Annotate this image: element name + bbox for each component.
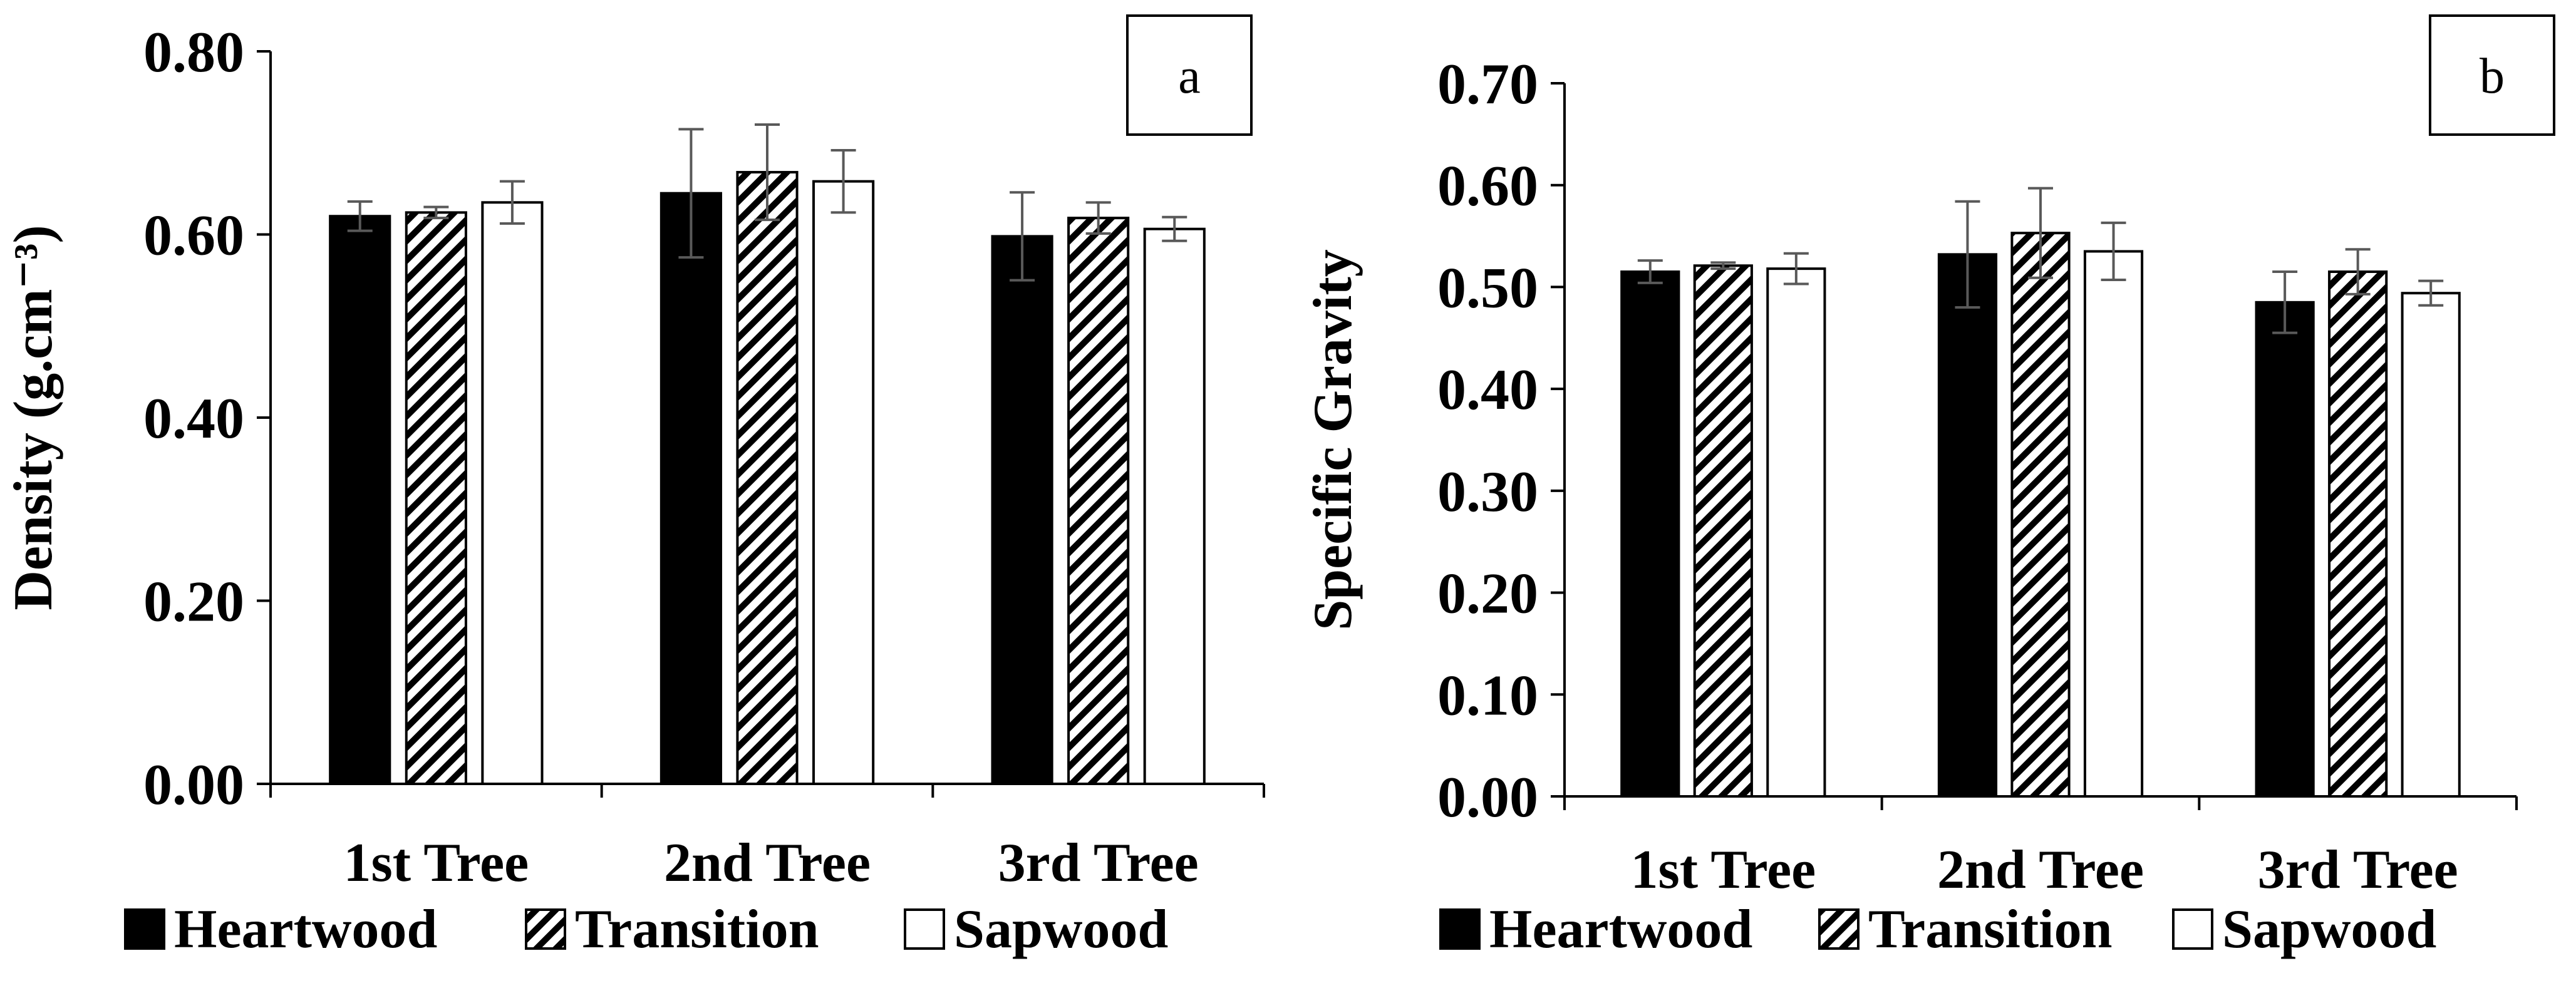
y-tick-label: 0.60 [143,203,244,267]
legend-swatch-sapwood [2172,908,2213,950]
legend-label: Heartwood [174,899,437,960]
bar-heartwood [660,192,722,785]
legend-label: Transition [575,899,819,960]
y-tick-label: 0.40 [1437,357,1538,421]
y-tick-label: 0.50 [1437,255,1538,319]
legend-label: Sapwood [954,899,1168,960]
legend-label: Sapwood [2222,899,2436,960]
y-tick-label: 0.70 [1437,52,1538,116]
y-tick-label: 0.20 [1437,562,1538,625]
y-tick-label: 0.00 [1437,765,1538,829]
bar-sapwood [1143,227,1206,786]
legend-swatch-transition [1818,908,1860,950]
chart-panel-a: 0.00 0.20 0.40 0.60 0.80 1st Tree 2nd Tree 3rd … [3,14,1265,960]
bar-transition [1693,264,1753,798]
x-category-label: 1st Tree [343,833,529,893]
chart-panel-b: 0.00 0.10 0.20 0.30 0.40 0.50 0.60 0.70 1st Tree… [1303,14,2555,960]
bar-transition [1067,217,1130,785]
y-tick-label: 0.30 [1437,460,1538,523]
panel-label-box [2429,14,2555,136]
legend-label: Transition [1868,899,2113,960]
bar-transition [2010,232,2071,798]
panel-label: a [1178,49,1201,104]
bar-transition [736,171,799,785]
y-tick-label: 0.00 [143,753,244,816]
bar-sapwood [812,180,875,785]
y-tick-label: 0.80 [143,20,244,84]
bar-transition [2328,270,2388,798]
legend-swatch-heartwood [124,908,165,950]
y-tick-label: 0.60 [1437,154,1538,218]
x-category-label: 2nd Tree [664,833,871,893]
bar-heartwood [1620,270,1680,798]
y-tick-label: 0.40 [143,386,244,450]
y-axis-title: Specific Gravity [1303,249,1363,630]
x-category-label: 2nd Tree [1937,840,2144,900]
bar-transition [405,211,467,785]
x-category-label: 1st Tree [1630,840,1816,900]
bar-sapwood [2401,292,2461,798]
bar-sapwood [2083,250,2144,798]
bar-heartwood [991,235,1053,785]
bar-heartwood [329,215,391,785]
bar-heartwood [2255,301,2315,798]
y-tick-label: 0.20 [143,570,244,634]
bar-heartwood [1937,253,1998,798]
y-axis-title: Density (g.cm⁻³) [3,225,64,610]
x-category-label: 3rd Tree [2258,840,2458,900]
x-category-label: 3rd Tree [998,833,1199,893]
legend-swatch-heartwood [1439,908,1481,950]
legend-swatch-transition [525,908,566,950]
legend-swatch-sapwood [904,908,945,950]
bar-sapwood [481,201,544,785]
y-tick-label: 0.10 [1437,663,1538,727]
panel-label-box [1126,14,1253,136]
bar-sapwood [1766,267,1826,798]
panel-label: b [2480,49,2505,104]
legend-label: Heartwood [1489,899,1752,960]
